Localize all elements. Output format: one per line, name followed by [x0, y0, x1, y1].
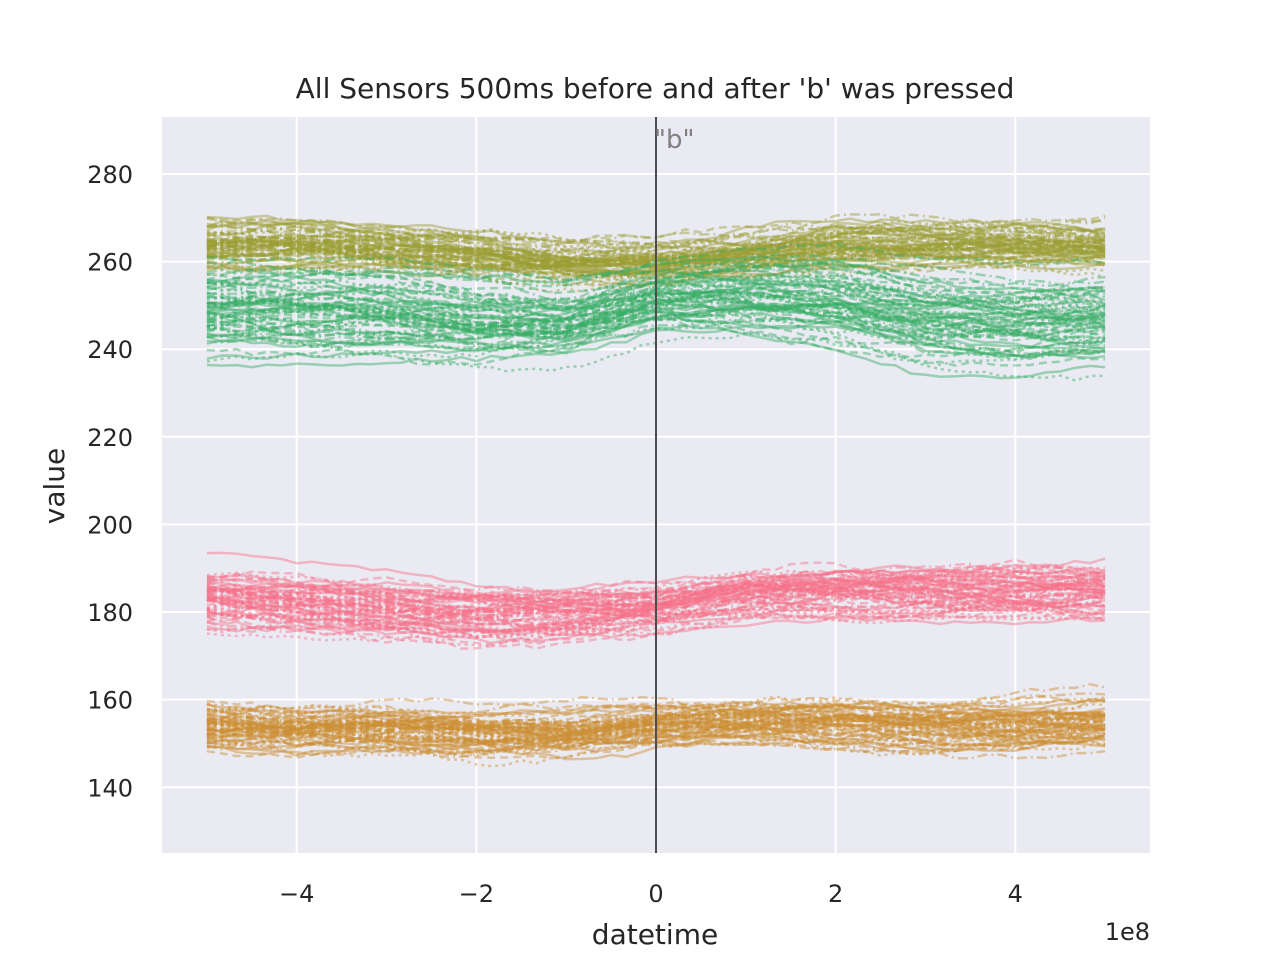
- event-marker-label: "b": [654, 125, 694, 155]
- series-line: [206, 721, 1106, 748]
- series-line: [206, 273, 1106, 311]
- series-line: [206, 293, 1106, 345]
- series-line: [206, 714, 1106, 732]
- series-line: [206, 582, 1106, 607]
- series-line: [206, 592, 1106, 635]
- series-line: [206, 301, 1106, 362]
- y-tick-label: 200: [87, 511, 133, 539]
- series-line: [206, 234, 1106, 266]
- series-line: [206, 719, 1106, 743]
- x-tick-label: −2: [459, 880, 494, 908]
- series-line: [206, 289, 1106, 338]
- x-tick-label: 2: [828, 880, 843, 908]
- x-tick-label: 0: [648, 880, 663, 908]
- series-line: [206, 226, 1106, 257]
- series-line: [206, 724, 1106, 756]
- x-axis-ticks: −4 −2 0 2 4: [279, 880, 1023, 908]
- series-line: [206, 305, 1106, 347]
- series-line: [206, 293, 1106, 340]
- y-tick-label: 160: [87, 687, 133, 715]
- series-line: [206, 718, 1106, 748]
- series-line: [206, 710, 1106, 735]
- series-line: [206, 571, 1106, 606]
- series-line: [206, 291, 1106, 331]
- series-line: [206, 725, 1106, 768]
- y-tick-label: 220: [87, 424, 133, 452]
- series-line: [206, 304, 1106, 351]
- y-tick-label: 180: [87, 599, 133, 627]
- series-line: [206, 290, 1106, 346]
- series-line: [206, 716, 1106, 739]
- x-tick-label: −4: [279, 880, 314, 908]
- y-tick-label: 240: [87, 336, 133, 364]
- series-line: [206, 278, 1106, 307]
- series-line: [206, 217, 1106, 268]
- x-axis-label: datetime: [592, 918, 718, 951]
- series-line: [206, 277, 1106, 329]
- series-line: [206, 710, 1106, 749]
- series-line: [206, 599, 1106, 641]
- series-line: [206, 233, 1106, 256]
- series-line: [206, 243, 1106, 264]
- series-line: [206, 591, 1106, 632]
- series-line: [206, 237, 1106, 270]
- series-line: [206, 240, 1106, 281]
- series-line: [206, 573, 1106, 617]
- series-line: [206, 303, 1106, 333]
- series-line: [206, 245, 1106, 280]
- series-line: [206, 712, 1106, 742]
- y-tick-label: 140: [87, 774, 133, 802]
- y-tick-label: 280: [87, 161, 133, 189]
- series-line: [206, 715, 1106, 743]
- series-line: [206, 238, 1106, 259]
- series-line: [206, 711, 1106, 737]
- series-line: [206, 224, 1106, 268]
- series-line: [206, 314, 1106, 366]
- series-line: [206, 240, 1106, 271]
- series-line: [206, 575, 1106, 633]
- x-axis-offset-label: 1e8: [1105, 918, 1150, 946]
- event-marker: "b": [654, 117, 694, 853]
- series-line: [206, 587, 1106, 633]
- series-line: [206, 241, 1106, 288]
- series-line: [206, 576, 1106, 615]
- series-line: [206, 583, 1106, 632]
- series-line: [206, 696, 1106, 724]
- series-line: [206, 734, 1106, 759]
- series-line: [206, 713, 1106, 728]
- series-line: [206, 581, 1106, 612]
- chart-title: All Sensors 500ms before and after 'b' w…: [296, 72, 1015, 105]
- series-line: [206, 237, 1106, 268]
- y-axis-ticks: 140 160 180 200 220 240 260 280: [87, 161, 133, 802]
- series-line: [206, 316, 1106, 351]
- series-line: [206, 608, 1106, 624]
- series-line: [206, 583, 1106, 642]
- series-line: [206, 212, 1106, 269]
- series-line: [206, 701, 1106, 734]
- series-line: [206, 255, 1106, 275]
- series-line: [206, 715, 1106, 746]
- series-line: [206, 606, 1106, 643]
- series-line: [206, 714, 1106, 739]
- series-line: [206, 214, 1106, 243]
- y-tick-label: 260: [87, 249, 133, 277]
- series-line: [206, 586, 1106, 626]
- series-line: [206, 219, 1106, 269]
- y-axis-label: value: [38, 448, 71, 524]
- series-line: [206, 583, 1106, 624]
- series-line: [206, 237, 1106, 261]
- series-line: [206, 300, 1106, 357]
- x-tick-label: 4: [1008, 880, 1023, 908]
- series-line: [206, 682, 1106, 732]
- series-line: [206, 715, 1106, 736]
- series-line: [206, 243, 1106, 290]
- series-line: [206, 703, 1106, 733]
